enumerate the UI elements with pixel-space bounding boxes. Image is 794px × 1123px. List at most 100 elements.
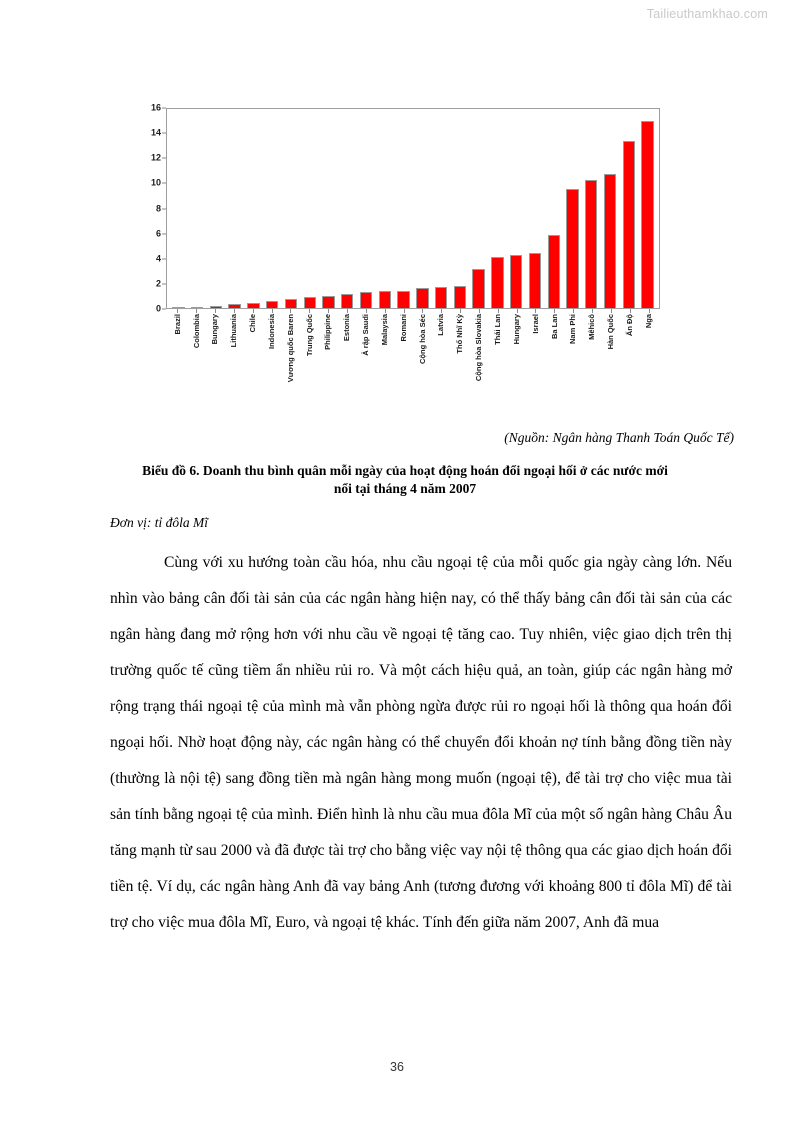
plot-area xyxy=(166,108,660,309)
bar-slot xyxy=(526,109,545,308)
y-axis-tick-mark xyxy=(162,107,166,109)
chart-plot-wrapper: 0 2 4 6 8 10 12 14 16 Brazil Colombia Bungary Lithu… xyxy=(140,103,660,382)
x-axis-labels: Brazil Colombia Bungary Lithuania Chile Indon… xyxy=(166,314,660,406)
y-axis-tick-mark xyxy=(162,258,166,260)
x-axis-tick-label: Thái Lan xyxy=(493,314,503,345)
x-axis-tick-mark xyxy=(225,309,244,313)
bar xyxy=(322,295,335,308)
x-axis-tick-mark xyxy=(356,309,375,313)
x-label-slot: Nam Phi xyxy=(564,314,583,406)
bar xyxy=(359,291,373,308)
bar-slot xyxy=(225,109,244,308)
y-axis-tick-mark xyxy=(162,233,166,235)
bar xyxy=(378,290,391,308)
x-axis-tick-mark xyxy=(432,309,451,313)
x-axis-tick-mark xyxy=(394,309,413,313)
bar-slot xyxy=(300,109,319,308)
x-label-slot: Colombia xyxy=(187,314,206,406)
bar-slot xyxy=(450,109,469,308)
bar-slot xyxy=(413,109,432,308)
bar-slot xyxy=(188,109,207,308)
x-axis-tick-label: Ả rập Saudi xyxy=(361,314,371,356)
site-watermark: Tailieuthamkhao.com xyxy=(646,7,768,21)
y-axis-tick-mark xyxy=(162,283,166,285)
x-label-slot: Thổ Nhĩ Kỳ xyxy=(451,314,470,406)
x-label-slot: Trung Quốc xyxy=(300,314,319,406)
x-axis-tick-mark xyxy=(564,309,583,313)
x-label-slot: Chile xyxy=(243,314,262,406)
x-axis-tick-mark xyxy=(281,309,300,313)
x-axis-tick-mark xyxy=(243,309,262,313)
bar-slot xyxy=(432,109,451,308)
x-axis-ticks xyxy=(166,309,660,313)
y-axis-tick-label: 12 xyxy=(150,152,161,163)
x-label-slot: Ba Lan xyxy=(545,314,564,406)
x-axis-tick-mark xyxy=(319,309,338,313)
x-label-slot: Philippine xyxy=(319,314,338,406)
bar xyxy=(341,294,354,308)
bar-slot xyxy=(375,109,394,308)
x-axis-tick-label: Philippine xyxy=(323,314,333,350)
x-label-slot: Estonia xyxy=(338,314,357,406)
x-label-slot: Indonesia xyxy=(262,314,281,406)
bar xyxy=(566,188,579,308)
bar-slot xyxy=(638,109,657,308)
bar-slot xyxy=(601,109,620,308)
bar xyxy=(472,269,485,308)
x-axis-tick-mark xyxy=(206,309,225,313)
body-text: Cùng với xu hướng toàn cầu hóa, nhu cầu … xyxy=(110,545,732,941)
bar-slot xyxy=(544,109,563,308)
y-axis-tick-label: 8 xyxy=(155,203,161,213)
bar xyxy=(491,257,504,308)
x-axis-tick-label: Hungary xyxy=(511,314,521,345)
bar xyxy=(585,179,598,308)
bar-slot xyxy=(563,109,582,308)
x-axis-tick-mark xyxy=(187,309,206,313)
x-axis-tick-mark xyxy=(338,309,357,313)
bar-slot xyxy=(244,109,263,308)
x-axis-tick-mark xyxy=(470,309,489,313)
bar xyxy=(209,306,223,308)
y-axis-tick-label: 16 xyxy=(150,102,161,113)
bar-slot xyxy=(507,109,526,308)
x-label-slot: Malaysia xyxy=(375,314,394,406)
bar-series xyxy=(167,109,659,308)
x-label-slot: Israel xyxy=(526,314,545,406)
x-label-slot: Hungary xyxy=(507,314,526,406)
x-axis-tick-mark xyxy=(507,309,526,313)
bar-slot xyxy=(319,109,338,308)
x-label-slot: Hàn Quốc xyxy=(601,314,620,406)
bar-slot xyxy=(169,109,188,308)
bar-slot xyxy=(282,109,301,308)
bar xyxy=(247,303,260,308)
y-axis-tick-label: 6 xyxy=(155,228,161,239)
x-axis-tick-mark xyxy=(620,309,639,313)
x-axis-tick-mark xyxy=(488,309,507,313)
y-axis-tick-mark xyxy=(162,308,166,310)
x-axis-tick-label: Cộng hòa Séc xyxy=(417,314,427,365)
y-axis-tick-label: 14 xyxy=(150,127,161,138)
y-axis: 0 2 4 6 8 10 12 14 16 xyxy=(140,103,166,313)
bar-slot xyxy=(582,109,601,308)
x-axis-tick-label: Malaysia xyxy=(379,314,389,346)
x-axis-tick-label: Hàn Quốc xyxy=(606,314,616,350)
x-label-slot: Brazil xyxy=(168,314,187,406)
x-axis-tick-label: Ấn Độ xyxy=(624,314,634,337)
x-axis-tick-label: Nam Phi xyxy=(568,314,578,345)
x-label-slot: Cộng hòa Slovakia xyxy=(470,314,489,406)
x-axis-tick-label: Lithuania xyxy=(229,314,239,348)
bar xyxy=(453,285,467,308)
bar xyxy=(172,307,185,308)
x-axis-tick-mark xyxy=(526,309,545,313)
x-axis-tick-label: Latvia xyxy=(436,314,446,336)
x-axis-tick-mark xyxy=(300,309,319,313)
x-axis-tick-label: Trung Quốc xyxy=(304,314,314,357)
x-label-slot: Vương quốc Baren xyxy=(281,314,300,406)
x-label-slot: Ả rập Saudi xyxy=(356,314,375,406)
bar xyxy=(603,173,617,308)
x-axis-tick-label: Mêhicô xyxy=(587,314,597,340)
x-axis-tick-mark xyxy=(375,309,394,313)
bar xyxy=(528,253,542,308)
x-axis-tick-label: Romani xyxy=(398,314,408,342)
bar xyxy=(397,290,410,308)
